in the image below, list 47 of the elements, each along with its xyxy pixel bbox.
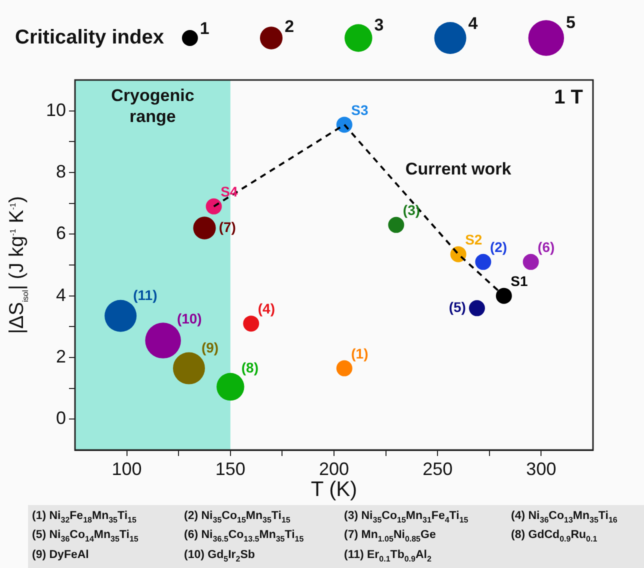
series-label: (10) <box>176 310 202 327</box>
legend-title: Criticality index <box>15 26 164 49</box>
y-tick-label: 8 <box>56 161 66 182</box>
series-label: (9) <box>201 340 219 356</box>
series-label: S1 <box>510 272 528 289</box>
series-label: (11) <box>133 287 158 304</box>
text: (8) GdCd$_{0.9}$Ru$_{0.1}$ <box>510 529 598 544</box>
series-label: S3 <box>351 102 368 118</box>
y-tick-label: 6 <box>56 223 66 244</box>
series-label: (6) <box>538 239 555 256</box>
series-label: (7) <box>218 218 236 235</box>
series-label: S4 <box>220 184 238 200</box>
text: (9) DyFeAl <box>31 548 90 563</box>
series-label: (3) <box>402 202 420 218</box>
y-tick-label: 2 <box>56 346 66 366</box>
y-tick-label: 0 <box>56 408 66 428</box>
series-label: (4) <box>258 300 276 317</box>
band-label: Cryogenic range <box>111 86 194 126</box>
series-label: (1) <box>351 345 368 362</box>
legend-label: 5 <box>566 12 576 32</box>
text: (1) Ni$_{32}$Fe$_{18}$Mn$_{35}$Ti$_{15}$ <box>31 510 138 524</box>
series-label: (2) <box>490 239 508 256</box>
x-tick-label: 250 <box>422 458 453 479</box>
legend-label: 4 <box>468 14 478 34</box>
text: (6) Ni$_{36.5}$Co$_{13.5}$Mn$_{35}$Ti$_{15}$ <box>183 529 305 544</box>
x-tick-label: 100 <box>112 458 142 479</box>
x-tick-label: 300 <box>526 458 556 479</box>
series-label: (8) <box>241 360 258 376</box>
y-tick-label: 10 <box>46 100 66 120</box>
text: (3) Ni$_{35}$Co$_{15}$Mn$_{31}$Fe$_{4}$Ti$_{15}$ <box>344 510 468 524</box>
legend-label: 2 <box>284 16 294 36</box>
annotation: Current work <box>405 160 512 179</box>
text: (11) Er$_{0.1}$Tb$_{0.9}$Al$_{2}$ <box>343 548 432 563</box>
x-axis-title: T (K) <box>310 478 358 502</box>
text: (2) Ni$_{35}$Co$_{15}$Mn$_{35}$Ti$_{15}$ <box>183 510 292 524</box>
x-tick-label: 150 <box>215 458 246 479</box>
series-label: S2 <box>465 231 482 248</box>
x-tick-label: 200 <box>318 458 350 479</box>
y-tick-label: 4 <box>56 284 66 305</box>
legend-label: 3 <box>374 15 384 34</box>
series-label: (5) <box>448 299 466 316</box>
text: (7) Mn$_{1.05}$Ni$_{0.85}$Ge <box>343 529 437 544</box>
text: (5) Ni$_{36}$Co$_{14}$Mn$_{35}$Ti$_{15}$ <box>31 529 140 544</box>
annotation: 1 T <box>554 86 583 109</box>
legend-label: 1 <box>200 18 210 38</box>
text: (10) Gd$_{5}$Ir$_{2}$Sb <box>183 548 256 563</box>
text: (4) Ni$_{36}$Co$_{13}$Mn$_{35}$Ti$_{16}$ <box>510 510 618 524</box>
